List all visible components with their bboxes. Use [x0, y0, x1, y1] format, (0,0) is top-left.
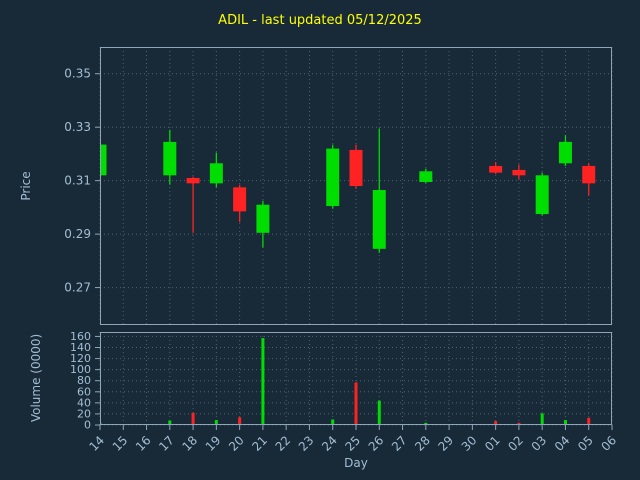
- price-tick-label: 0.27: [64, 281, 91, 295]
- price-tick-label: 0.31: [64, 174, 91, 188]
- volume-bar: [563, 420, 567, 425]
- candle-body: [558, 141, 572, 164]
- candle-body: [233, 187, 247, 212]
- volume-bar: [424, 422, 428, 425]
- candle-body: [535, 175, 549, 215]
- volume-bar: [494, 421, 498, 425]
- volume-bar: [587, 417, 591, 425]
- x-tick-label: 01: [482, 433, 503, 454]
- volume-tick-label: 0: [84, 419, 91, 432]
- price-tick-label: 0.35: [64, 67, 91, 81]
- volume-tick-label: 160: [70, 330, 91, 343]
- candle-body: [512, 169, 526, 176]
- x-tick-label: 24: [319, 433, 340, 454]
- candle-body: [489, 165, 503, 173]
- volume-tick-label: 20: [77, 407, 91, 420]
- candle-body: [326, 148, 340, 207]
- volume-bar: [261, 338, 265, 425]
- volume-tick-label: 120: [70, 352, 91, 365]
- x-tick-label: 26: [366, 433, 387, 454]
- volume-layer: [100, 338, 591, 425]
- x-tick-label: 29: [436, 433, 457, 454]
- candles-layer: [100, 128, 596, 253]
- x-tick-label: 02: [505, 433, 526, 454]
- price-tick-label: 0.29: [64, 227, 91, 241]
- x-tick-label: 27: [389, 433, 410, 454]
- price-panel-border: [100, 47, 612, 325]
- x-tick-label: 05: [575, 433, 596, 454]
- candle-body: [163, 141, 177, 176]
- volume-tick-label: 140: [70, 341, 91, 354]
- volume-bar: [238, 417, 242, 425]
- candle-body: [100, 144, 107, 176]
- x-tick-label: 30: [459, 433, 480, 454]
- volume-bar: [377, 400, 381, 425]
- x-tick-label: 14: [86, 433, 107, 454]
- x-axis-label: Day: [344, 456, 368, 470]
- x-tick-label: 18: [180, 433, 201, 454]
- x-tick-label: 15: [110, 433, 131, 454]
- price-tick-label: 0.33: [64, 120, 91, 134]
- volume-bar: [331, 419, 335, 425]
- volume-tick-label: 40: [77, 396, 91, 409]
- x-tick-label: 25: [342, 433, 363, 454]
- volume-panel-border: [100, 332, 612, 425]
- volume-bar: [517, 422, 521, 425]
- candle-body: [582, 165, 596, 184]
- x-tick-label: 28: [412, 433, 433, 454]
- volume-tick-label: 80: [77, 374, 91, 387]
- chart-title: ADIL - last updated 05/12/2025: [218, 13, 422, 28]
- volume-bar: [354, 382, 358, 425]
- volume-bar: [191, 412, 195, 425]
- x-tick-label: 16: [133, 433, 154, 454]
- candle-body: [186, 177, 200, 184]
- x-tick-label: 19: [203, 433, 224, 454]
- volume-tick-label: 60: [77, 385, 91, 398]
- x-tick-label: 23: [296, 433, 317, 454]
- x-tick-label: 21: [249, 433, 270, 454]
- candle-body: [349, 149, 363, 186]
- candle-body: [209, 163, 223, 184]
- volume-bar: [214, 420, 218, 425]
- volume-bar: [168, 420, 172, 425]
- x-tick-label: 06: [598, 433, 619, 454]
- x-tick-label: 17: [156, 433, 177, 454]
- candle-body: [419, 171, 433, 182]
- x-tick-label: 20: [226, 433, 247, 454]
- volume-bar: [540, 413, 544, 425]
- candle-body: [256, 204, 270, 233]
- candle-body: [372, 190, 386, 249]
- x-tick-label: 22: [273, 433, 294, 454]
- x-tick-label: 03: [529, 433, 550, 454]
- volume-tick-label: 100: [70, 363, 91, 376]
- x-tick-label: 04: [552, 433, 573, 454]
